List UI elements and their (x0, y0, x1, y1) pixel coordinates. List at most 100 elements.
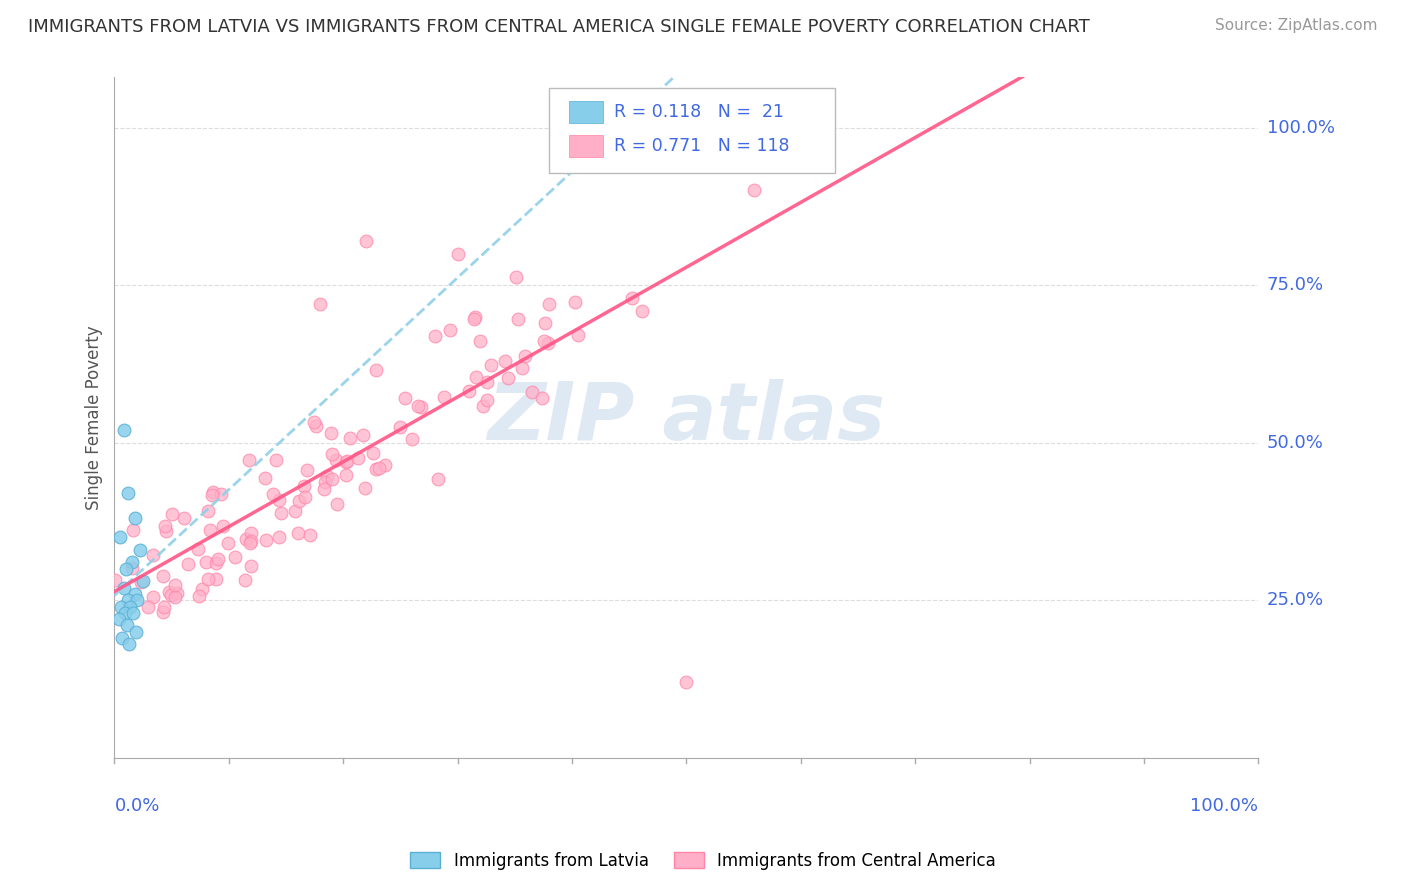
Point (335, 467, 357, 482)
Point (463, 312, 485, 326)
Point (197, 573, 219, 587)
Text: 50.0%: 50.0% (1267, 434, 1323, 451)
Text: 25.0%: 25.0% (1267, 591, 1324, 609)
Point (319, 425, 342, 440)
Point (212, 519, 235, 533)
Point (631, 303, 654, 318)
Point (141, 591, 163, 605)
Text: Source: ZipAtlas.com: Source: ZipAtlas.com (1215, 18, 1378, 33)
Point (520, 385, 543, 400)
FancyBboxPatch shape (568, 136, 603, 157)
Point (127, 593, 149, 607)
Point (177, 558, 200, 572)
Point (207, 551, 229, 566)
Point (262, 487, 284, 501)
Text: 100.0%: 100.0% (1267, 119, 1334, 136)
Point (315, 469, 337, 483)
Point (433, 390, 456, 404)
Point (253, 470, 276, 484)
Point (464, 370, 486, 384)
Point (254, 533, 277, 547)
Point (567, 327, 589, 342)
Point (153, 599, 176, 614)
Point (124, 587, 146, 601)
Point (506, 312, 529, 326)
Point (742, 183, 765, 197)
Point (160, 507, 183, 521)
Point (238, 452, 260, 467)
Point (475, 392, 498, 407)
Point (201, 488, 224, 502)
Point (326, 497, 349, 511)
Point (284, 504, 307, 518)
Text: IMMIGRANTS FROM LATVIA VS IMMIGRANTS FROM CENTRAL AMERICA SINGLE FEMALE POVERTY : IMMIGRANTS FROM LATVIA VS IMMIGRANTS FRO… (28, 18, 1090, 36)
Point (352, 427, 374, 442)
Point (513, 349, 536, 363)
Point (240, 526, 263, 541)
Point (339, 431, 361, 445)
Point (187, 541, 209, 556)
Text: 0.0%: 0.0% (114, 797, 160, 814)
Text: 75.0%: 75.0% (1267, 277, 1324, 294)
Point (152, 606, 174, 620)
Point (115, 562, 138, 576)
Legend: Immigrants from Latvia, Immigrants from Central America: Immigrants from Latvia, Immigrants from … (404, 846, 1002, 877)
Point (305, 419, 328, 434)
Point (269, 493, 291, 508)
Point (173, 511, 195, 525)
Point (364, 363, 387, 377)
Point (479, 358, 502, 372)
Point (394, 391, 416, 405)
Point (111, 631, 134, 645)
Point (125, 624, 148, 639)
Text: 100.0%: 100.0% (1191, 797, 1258, 814)
Point (240, 534, 263, 549)
Point (292, 479, 315, 493)
Point (155, 524, 177, 539)
Point (202, 485, 225, 500)
Point (512, 361, 534, 376)
Point (401, 433, 423, 447)
Point (439, 323, 461, 337)
Point (346, 451, 368, 466)
Point (108, 530, 131, 544)
Point (118, 637, 141, 651)
Point (121, 523, 143, 537)
Point (314, 475, 336, 490)
Point (110, 599, 132, 614)
Point (205, 556, 228, 570)
Point (389, 420, 412, 434)
Point (117, 593, 139, 607)
Point (198, 523, 221, 537)
Point (224, 550, 246, 565)
Point (159, 585, 181, 599)
Point (124, 511, 146, 525)
Point (426, 472, 449, 486)
Point (205, 572, 228, 586)
Point (129, 575, 152, 590)
Point (194, 555, 217, 569)
Point (264, 453, 287, 467)
Point (235, 532, 257, 546)
Point (117, 486, 139, 500)
Point (464, 310, 486, 325)
Point (120, 599, 142, 614)
Point (494, 353, 516, 368)
Point (335, 455, 357, 469)
Point (354, 234, 377, 248)
Point (166, 585, 188, 599)
Point (112, 581, 135, 595)
FancyBboxPatch shape (568, 102, 603, 123)
Text: R = 0.118   N =  21: R = 0.118 N = 21 (614, 103, 785, 121)
Point (152, 568, 174, 582)
Point (374, 458, 396, 472)
Point (458, 384, 481, 398)
Point (321, 472, 343, 486)
FancyBboxPatch shape (550, 87, 835, 173)
Point (406, 399, 429, 413)
Point (138, 599, 160, 614)
Point (295, 462, 318, 476)
Point (446, 247, 468, 261)
Point (160, 588, 183, 602)
Point (471, 399, 494, 413)
